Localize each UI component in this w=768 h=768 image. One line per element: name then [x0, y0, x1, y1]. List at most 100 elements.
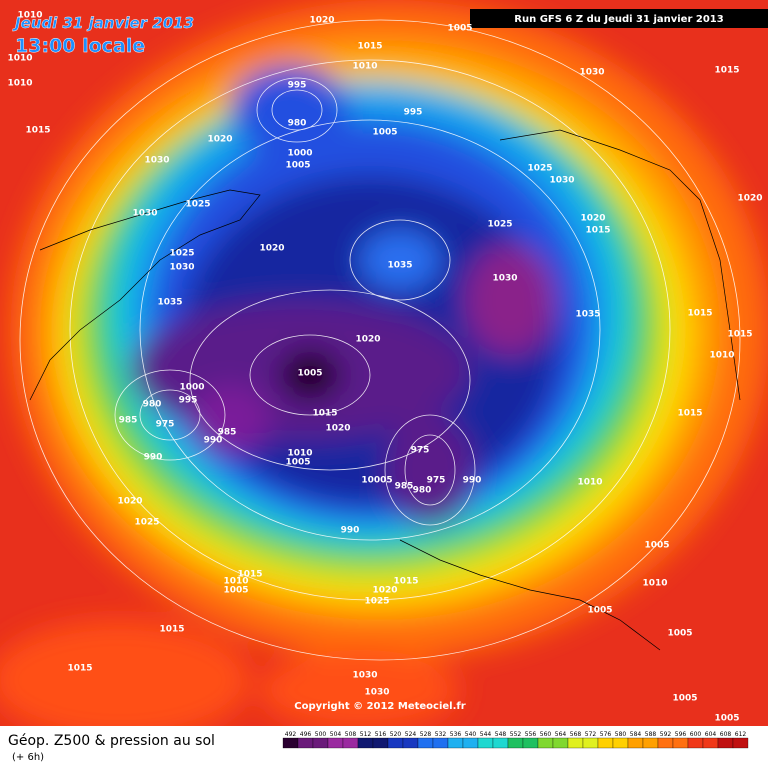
isobar-label: 995: [288, 81, 307, 91]
isobar-label: 990: [144, 453, 163, 463]
isobar-label: 1015: [585, 226, 610, 236]
isobar-label: 1015: [714, 66, 739, 76]
isobar-label: 10005: [361, 476, 392, 486]
scale-label: 540: [465, 731, 477, 738]
isobar-label: 1005: [297, 369, 322, 379]
scale-swatch: [447, 737, 464, 749]
isobar-label: 1010: [223, 577, 248, 587]
scale-label: 552: [510, 731, 522, 738]
scale-swatch: [522, 737, 539, 749]
scale-swatch: [552, 737, 569, 749]
isobar-label: 1025: [527, 164, 552, 174]
isobar-label: 1020: [309, 16, 334, 26]
isobar-label: 1030: [169, 263, 194, 273]
isobar-label: 990: [204, 436, 223, 446]
isobar-label: 1035: [157, 298, 182, 308]
scale-label: 592: [660, 731, 672, 738]
scale-swatch: [327, 737, 344, 749]
isobar-label: 1030: [492, 274, 517, 284]
isobar-label: 1030: [364, 688, 389, 698]
isobar-label: 995: [404, 108, 423, 118]
isobar-label: 1005: [223, 586, 248, 596]
isobar-label: 1020: [117, 497, 142, 507]
isobar-label: 985: [119, 416, 138, 426]
scale-label: 588: [645, 731, 657, 738]
scale-swatch: [612, 737, 629, 749]
isobar-label: 1000: [287, 149, 312, 159]
isobar-label: 1005: [285, 458, 310, 468]
scale-swatch: [672, 737, 689, 749]
scale-label: 564: [555, 731, 567, 738]
scale-swatch: [687, 737, 704, 749]
scale-swatch: [702, 737, 719, 749]
isobar-label: 1035: [387, 261, 412, 271]
isobar-label: 1020: [372, 586, 397, 596]
scale-swatch: [432, 737, 449, 749]
scale-swatch: [462, 737, 479, 749]
scale-label: 524: [405, 731, 417, 738]
isobar-label: 1015: [237, 570, 262, 580]
isobar-label: 975: [156, 420, 175, 430]
scale-swatch: [507, 737, 524, 749]
scale-label: 612: [735, 731, 747, 738]
scale-label: 560: [540, 731, 552, 738]
isobar-label: 1010: [642, 579, 667, 589]
scale-swatch: [402, 737, 419, 749]
isobar-label: 980: [413, 486, 432, 496]
isobar-label: 1020: [580, 214, 605, 224]
isobar-label: 1020: [207, 135, 232, 145]
scale-label: 596: [675, 731, 687, 738]
scale-swatch: [717, 737, 734, 749]
isobar-label: 1010: [17, 11, 42, 21]
isobar-label: 1015: [687, 309, 712, 319]
scale-swatch: [387, 737, 404, 749]
isobar-label: 1020: [737, 194, 762, 204]
isobar-label: 985: [395, 482, 414, 492]
isobar-label: 1015: [727, 330, 752, 340]
scale-swatch: [627, 737, 644, 749]
scale-swatch: [597, 737, 614, 749]
isobar-label: 1025: [169, 249, 194, 259]
scale-label: 508: [345, 731, 357, 738]
isobar-label: 1005: [714, 714, 739, 724]
run-banner: [470, 9, 768, 28]
isobar-label: 1010: [709, 351, 734, 361]
isobar-label: 1010: [7, 54, 32, 64]
scale-label: 544: [480, 731, 492, 738]
height-field: [0, 0, 768, 726]
isobar-label: 1005: [587, 606, 612, 616]
isobar-label: 995: [179, 396, 198, 406]
scale-label: 600: [690, 731, 702, 738]
scale-swatch: [492, 737, 509, 749]
isobars: [19, 19, 741, 661]
isobar-label: 1000: [179, 383, 204, 393]
isobar-label: 1035: [575, 310, 600, 320]
scale-swatch: [297, 737, 314, 749]
isobar-label: 980: [143, 400, 162, 410]
isobar-label: 1025: [134, 518, 159, 528]
scale-swatch: [342, 737, 359, 749]
scale-swatch: [282, 737, 299, 749]
isobar-label: 1010: [7, 79, 32, 89]
scale-swatch: [477, 737, 494, 749]
isobar-label: 1015: [159, 625, 184, 635]
scale-label: 568: [570, 731, 582, 738]
isobar-label: 1030: [132, 209, 157, 219]
isobar-label: 1025: [364, 597, 389, 607]
scale-label: 608: [720, 731, 732, 738]
scale-label: 516: [375, 731, 387, 738]
isobar-label: 1005: [447, 24, 472, 34]
time: 13:00 locale: [15, 35, 145, 57]
isobar-label: 1030: [352, 671, 377, 681]
scale-label: 556: [525, 731, 537, 738]
scale-swatch: [372, 737, 389, 749]
isobar-label: 1030: [579, 68, 604, 78]
isobar-label: 1015: [677, 409, 702, 419]
scale-label: 504: [330, 731, 342, 738]
isobar-label: 1005: [644, 541, 669, 551]
scale-swatch: [657, 737, 674, 749]
scale-label: 536: [450, 731, 462, 738]
scale-label: 528: [420, 731, 432, 738]
scale-label: 572: [585, 731, 597, 738]
